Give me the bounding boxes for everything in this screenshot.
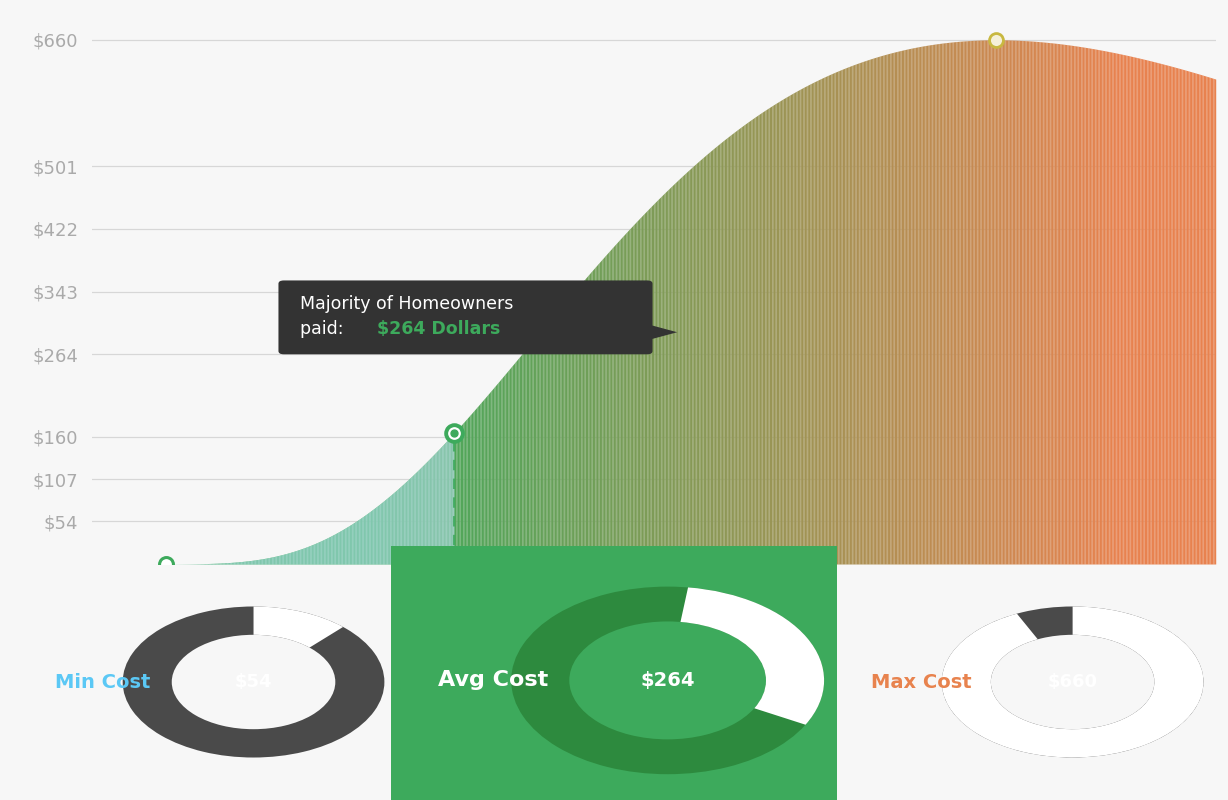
- Wedge shape: [942, 606, 1203, 758]
- Text: $264: $264: [640, 671, 695, 690]
- Wedge shape: [680, 587, 824, 725]
- Wedge shape: [942, 606, 1203, 758]
- Text: Avg Cost: Avg Cost: [438, 670, 549, 690]
- FancyBboxPatch shape: [279, 281, 652, 354]
- Text: $54: $54: [235, 673, 273, 691]
- FancyBboxPatch shape: [377, 538, 851, 800]
- Polygon shape: [647, 324, 677, 340]
- Text: Majority of Homeowners: Majority of Homeowners: [301, 294, 513, 313]
- Wedge shape: [123, 606, 384, 758]
- Wedge shape: [511, 586, 824, 774]
- Text: $264 Dollars: $264 Dollars: [377, 320, 501, 338]
- Text: $660: $660: [1047, 673, 1098, 691]
- Wedge shape: [253, 606, 343, 647]
- Text: paid:: paid:: [301, 320, 350, 338]
- Text: Max Cost: Max Cost: [871, 673, 971, 691]
- Text: Min Cost: Min Cost: [54, 673, 150, 691]
